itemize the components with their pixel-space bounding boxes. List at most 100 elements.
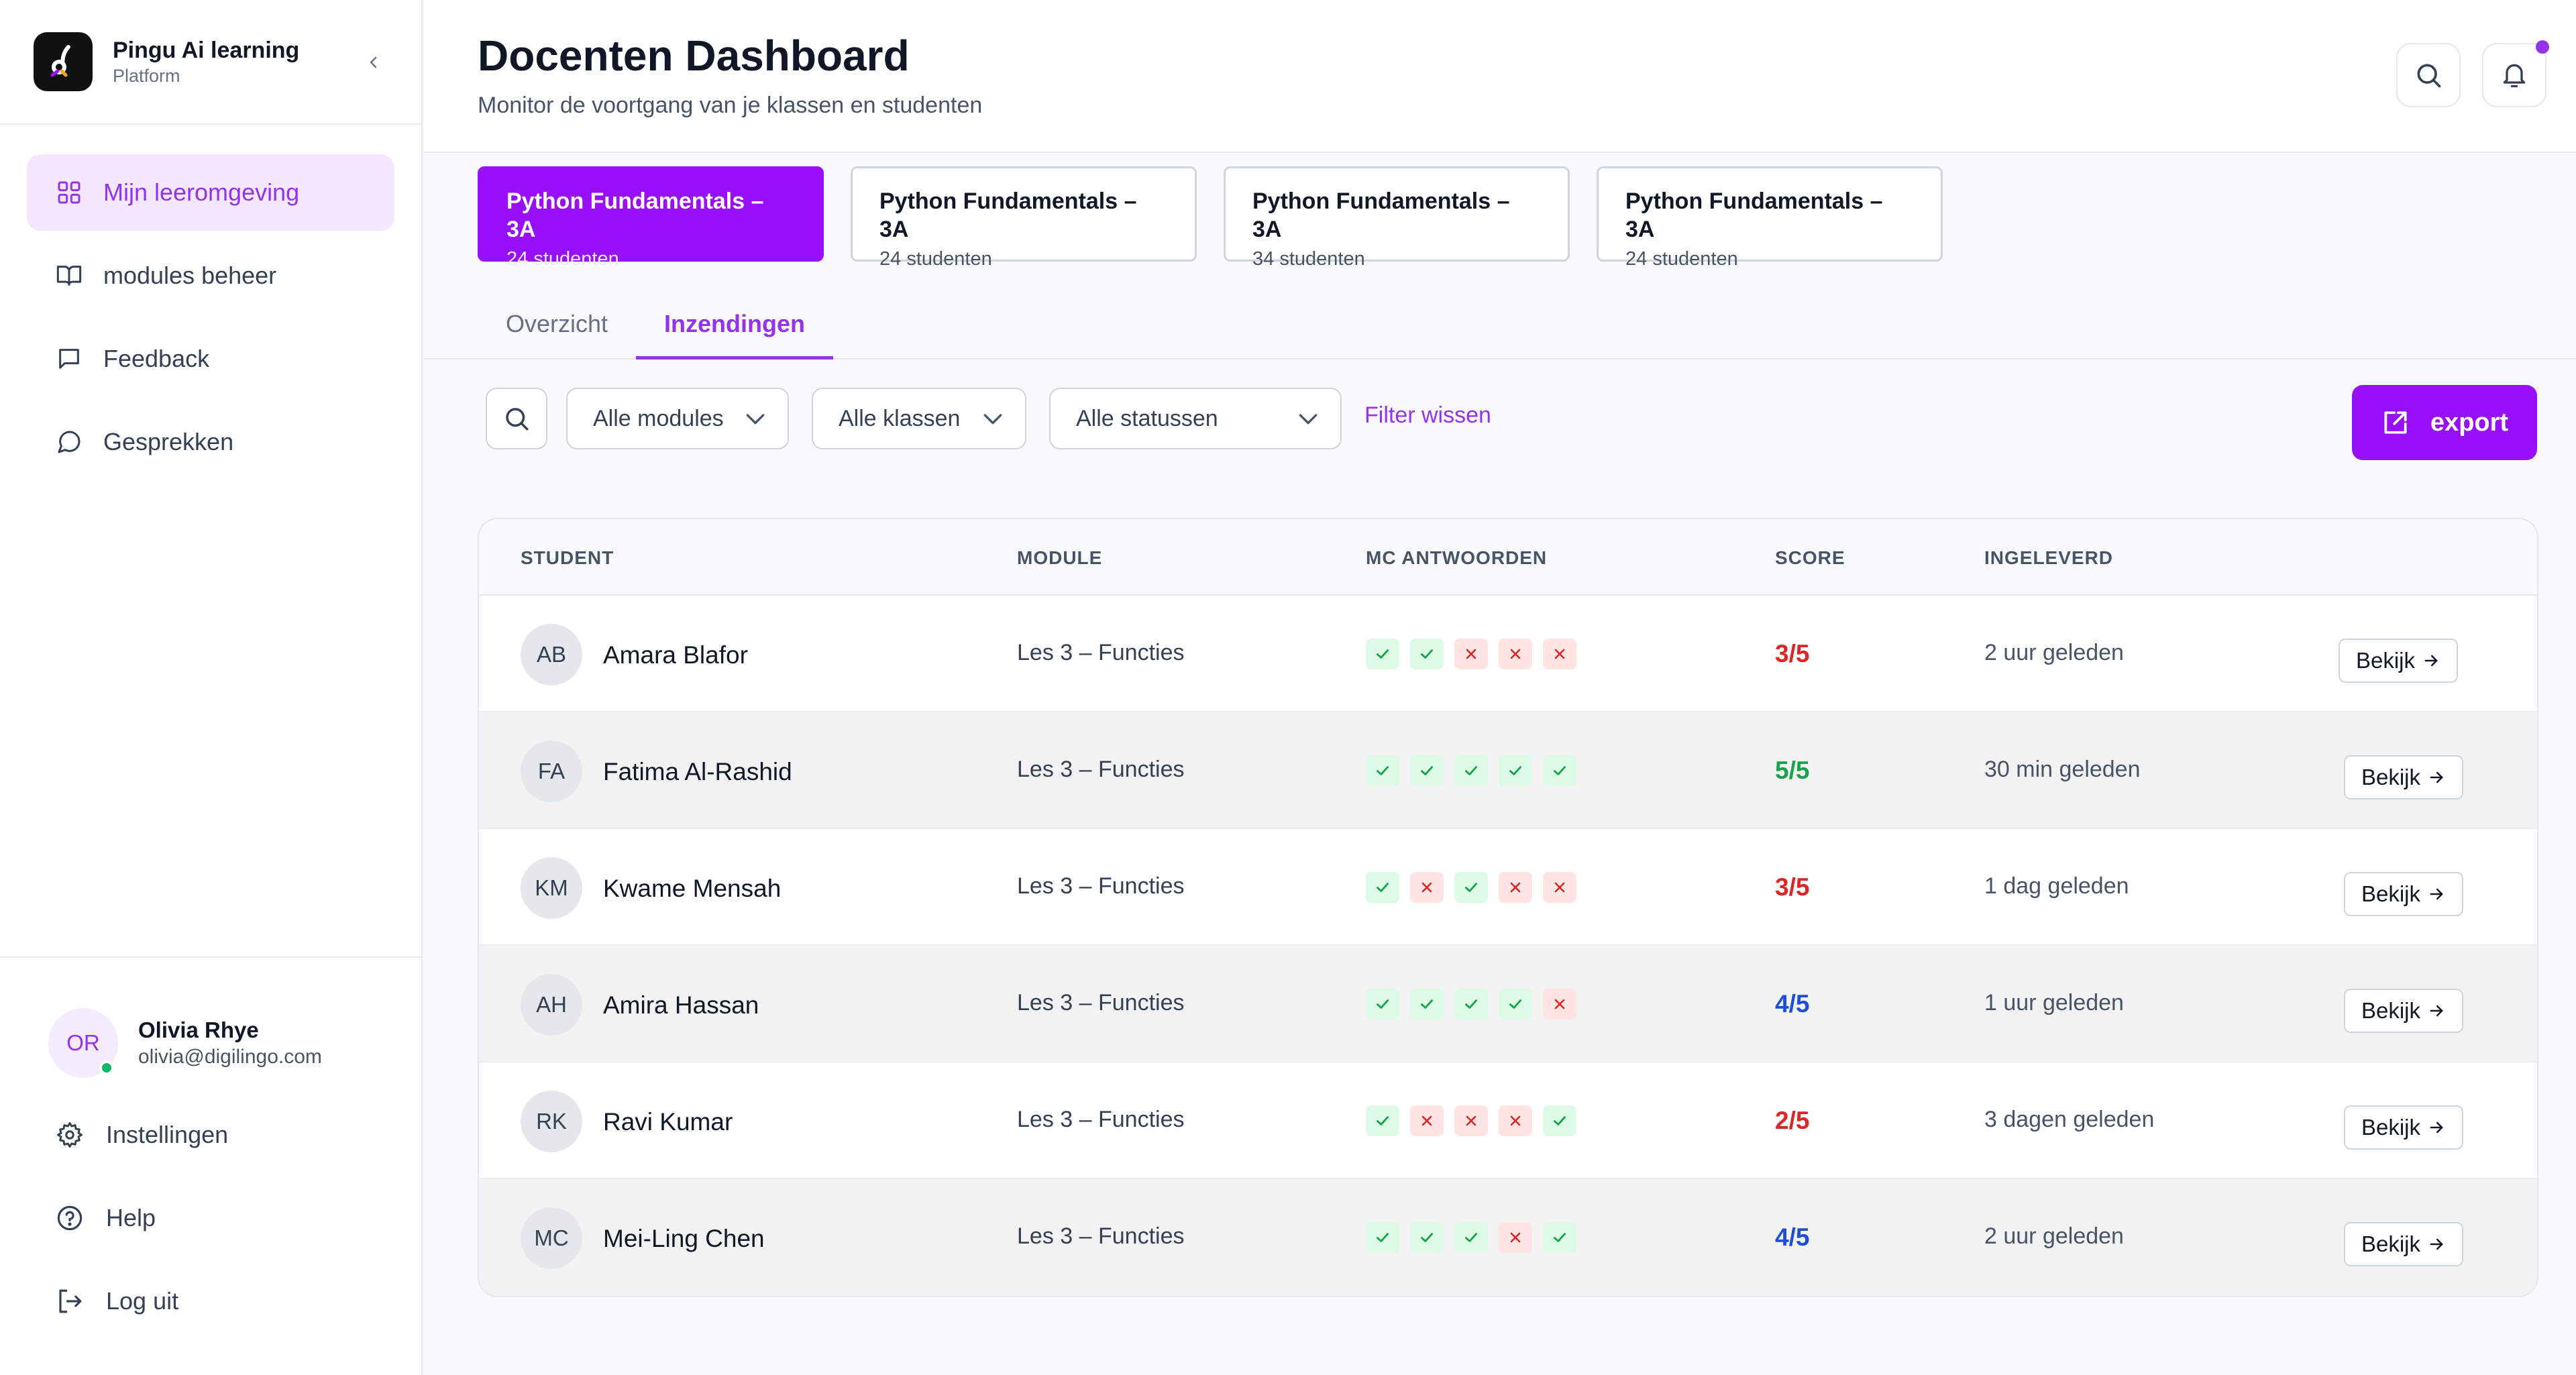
wrong-answer-cross-icon — [1454, 1105, 1488, 1136]
view-submission-button[interactable]: Bekijk — [2344, 989, 2463, 1033]
notifications-button[interactable] — [2482, 40, 2549, 107]
avatar-initials: OR — [66, 1030, 100, 1055]
column-header-mc: MC ANTWOORDEN — [1366, 547, 1548, 568]
class-student-count: 24 studenten — [1625, 248, 1738, 270]
student-score: 2/5 — [1775, 1107, 1810, 1134]
user-profile[interactable]: OR Olivia Rhye olivia@digilingo.com — [0, 1006, 421, 1080]
student-name: Amara Blafor — [603, 641, 748, 669]
table-row: AH Amira Hassan Les 3 – Functies 4/5 1 u… — [479, 946, 2537, 1062]
sidebar-item-mijn-leeromgeving[interactable]: Mijn leeromgeving — [27, 154, 394, 231]
student-avatar: KM — [521, 857, 582, 919]
wrong-answer-cross-icon — [1543, 872, 1576, 903]
correct-answer-check-icon — [1410, 639, 1444, 669]
student-module: Les 3 – Functies — [1017, 757, 1185, 782]
correct-answer-check-icon — [1454, 755, 1488, 786]
search-filter-button[interactable] — [486, 388, 547, 449]
view-submission-button[interactable]: Bekijk — [2339, 639, 2458, 683]
export-label: export — [2430, 408, 2509, 437]
select-value: Alle modules — [593, 405, 724, 431]
sidebar-nav: Mijn leeromgeving modules beheer Feedbac… — [0, 125, 421, 480]
table-body: AB Amara Blafor Les 3 – Functies 3/5 2 u… — [479, 596, 2537, 1296]
collapse-sidebar-button[interactable] — [358, 47, 389, 78]
wrong-answer-cross-icon — [1454, 639, 1488, 669]
class-card[interactable]: Python Fundamentals – 3A 34 studenten — [1224, 166, 1570, 270]
correct-answer-check-icon — [1366, 639, 1399, 669]
search-button[interactable] — [2396, 43, 2461, 107]
sidebar-item-gesprekken[interactable]: Gesprekken — [27, 404, 394, 480]
student-score: 3/5 — [1775, 640, 1810, 667]
sidebar-item-help[interactable]: Help — [0, 1176, 421, 1260]
student-name: Mei-Ling Chen — [603, 1225, 765, 1252]
submissions-table: STUDENT MODULE MC ANTWOORDEN SCORE INGEL… — [478, 518, 2538, 1297]
student-avatar: AH — [521, 974, 582, 1036]
sidebar-item-instellingen[interactable]: Instellingen — [0, 1093, 421, 1176]
search-icon — [506, 408, 529, 431]
correct-answer-check-icon — [1499, 989, 1532, 1020]
export-button[interactable]: export — [2352, 385, 2537, 460]
message-circle-icon — [55, 428, 83, 456]
class-card[interactable]: Python Fundamentals – 3A 24 studenten — [478, 166, 824, 270]
sidebar-item-log-uit[interactable]: Log uit — [0, 1260, 421, 1343]
tab-inzendingen[interactable]: Inzendingen — [636, 292, 834, 360]
class-name: Python Fundamentals – 3A — [1252, 188, 1510, 242]
sidebar-item-feedback[interactable]: Feedback — [27, 321, 394, 397]
student-score: 4/5 — [1775, 990, 1810, 1018]
sidebar-item-label: Feedback — [103, 345, 210, 372]
class-filter-select[interactable]: Alle klassen — [812, 388, 1026, 449]
sidebar-item-label: Help — [106, 1204, 156, 1231]
chevron-down-icon — [983, 414, 1002, 425]
student-name: Amira Hassan — [603, 991, 759, 1019]
sidebar-item-label: Instellingen — [106, 1121, 229, 1148]
arrow-right-icon — [2427, 1235, 2446, 1254]
student-name: Fatima Al-Rashid — [603, 758, 792, 785]
mc-answers — [1366, 1105, 1587, 1136]
sidebar-item-label: Log uit — [106, 1287, 179, 1315]
table-row: AB Amara Blafor Les 3 – Functies 3/5 2 u… — [479, 596, 2537, 712]
wrong-answer-cross-icon — [1410, 1105, 1444, 1136]
tabs-divider — [424, 358, 2576, 360]
view-label: Bekijk — [2361, 998, 2421, 1023]
clear-filters-link[interactable]: Filter wissen — [1364, 402, 1491, 428]
bell-icon — [2503, 64, 2526, 88]
correct-answer-check-icon — [1543, 1105, 1576, 1136]
sidebar-footer: OR Olivia Rhye olivia@digilingo.com Inst… — [0, 956, 421, 1343]
correct-answer-check-icon — [1410, 989, 1444, 1020]
tab-overzicht[interactable]: Overzicht — [506, 310, 608, 337]
mc-answers — [1366, 755, 1587, 786]
mc-answers — [1366, 639, 1587, 669]
view-submission-button[interactable]: Bekijk — [2344, 755, 2463, 800]
column-header-module: MODULE — [1017, 547, 1103, 568]
correct-answer-check-icon — [1499, 755, 1532, 786]
class-name: Python Fundamentals – 3A — [506, 188, 764, 242]
wrong-answer-cross-icon — [1543, 639, 1576, 669]
log-out-icon — [55, 1286, 85, 1316]
view-label: Bekijk — [2361, 1231, 2421, 1256]
submitted-time: 1 dag geleden — [1984, 873, 2129, 899]
student-avatar: RK — [521, 1091, 582, 1152]
class-card[interactable]: Python Fundamentals – 3A 24 studenten — [851, 166, 1197, 270]
submitted-time: 3 dagen geleden — [1984, 1107, 2155, 1132]
column-header-submitted: INGELEVERD — [1984, 547, 2114, 568]
correct-answer-check-icon — [1543, 755, 1576, 786]
submitted-time: 2 uur geleden — [1984, 1223, 2124, 1249]
status-filter-select[interactable]: Alle statussen — [1049, 388, 1342, 449]
select-value: Alle statussen — [1076, 405, 1218, 431]
wrong-answer-cross-icon — [1410, 872, 1444, 903]
correct-answer-check-icon — [1543, 1222, 1576, 1253]
column-header-score: SCORE — [1775, 547, 1845, 568]
module-filter-select[interactable]: Alle modules — [566, 388, 789, 449]
class-card[interactable]: Python Fundamentals – 3A 24 studenten — [1597, 166, 1943, 270]
view-submission-button[interactable]: Bekijk — [2344, 1222, 2463, 1266]
sidebar-item-label: Mijn leeromgeving — [103, 178, 300, 206]
online-status-dot — [99, 1060, 114, 1075]
view-submission-button[interactable]: Bekijk — [2344, 1105, 2463, 1150]
wrong-answer-cross-icon — [1499, 1222, 1532, 1253]
student-avatar: AB — [521, 624, 582, 685]
student-module: Les 3 – Functies — [1017, 1107, 1185, 1132]
table-row: RK Ravi Kumar Les 3 – Functies 2/5 3 dag… — [479, 1062, 2537, 1179]
page-title: Docenten Dashboard — [478, 32, 910, 80]
book-icon — [55, 262, 83, 290]
correct-answer-check-icon — [1454, 989, 1488, 1020]
view-submission-button[interactable]: Bekijk — [2344, 872, 2463, 916]
sidebar-item-modules-beheer[interactable]: modules beheer — [27, 237, 394, 314]
